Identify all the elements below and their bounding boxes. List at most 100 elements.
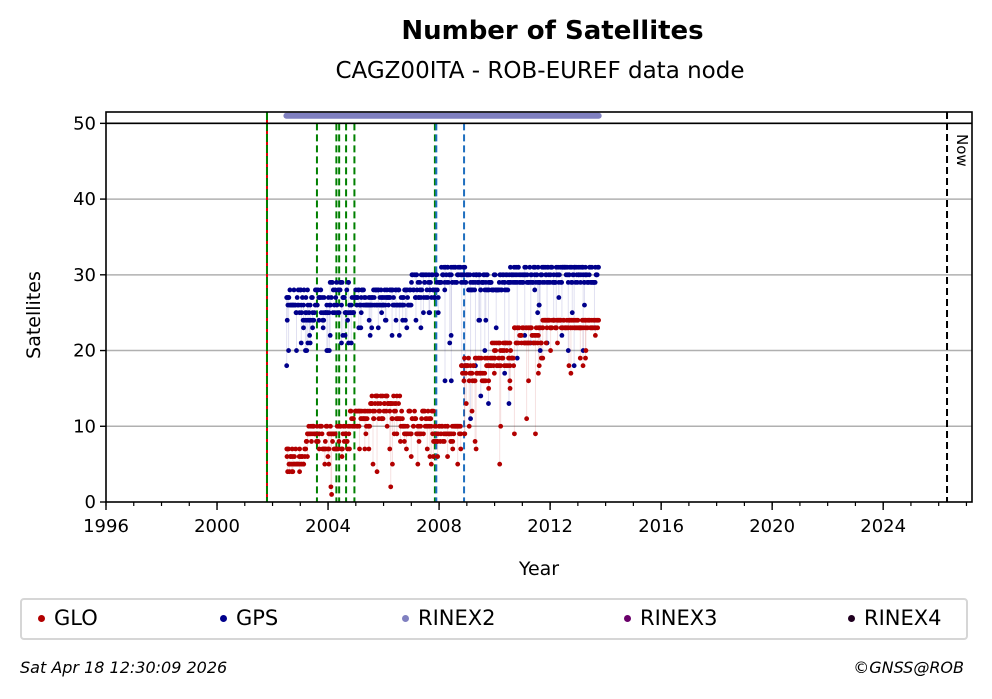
gps-point — [432, 295, 438, 300]
gps-point — [299, 310, 305, 316]
gps-point — [414, 272, 420, 278]
gps-point — [300, 295, 305, 300]
x-tick-label: 2000 — [194, 516, 240, 537]
x-tick-label: 1996 — [83, 516, 129, 537]
gps-point — [306, 310, 312, 316]
glo-point — [301, 461, 307, 467]
gps-point — [413, 317, 419, 323]
gps-point — [411, 287, 417, 293]
glo-point — [419, 416, 425, 422]
gps-point — [472, 287, 478, 293]
glo-point — [533, 431, 538, 437]
gps-point — [329, 279, 335, 285]
gps-point — [396, 287, 402, 293]
glo-point — [347, 446, 352, 452]
glo-point — [555, 340, 560, 346]
rinex2-marker-icon — [402, 614, 409, 622]
glo-point — [374, 469, 380, 475]
gps-point — [369, 325, 375, 331]
glo-point — [363, 431, 369, 437]
glo-point — [451, 431, 457, 437]
gps-point — [499, 287, 505, 293]
x-tick-label: 2004 — [305, 516, 351, 537]
gps-point — [477, 272, 483, 278]
glo-point — [577, 355, 583, 361]
glo-point — [428, 461, 434, 467]
legend-item-gps: GPS — [220, 606, 278, 630]
glo-point — [463, 401, 469, 406]
glo-point — [346, 431, 352, 437]
glo-point — [458, 423, 463, 429]
glo-point — [524, 416, 530, 422]
y-tick-label: 50 — [73, 113, 96, 134]
gps-point — [427, 310, 433, 316]
glo-point — [592, 332, 598, 338]
glo-point — [415, 461, 421, 467]
gps-point — [435, 310, 441, 316]
gps-point — [386, 302, 391, 308]
gps-point — [303, 295, 309, 300]
glo-point — [535, 370, 541, 376]
glo-point — [511, 363, 517, 369]
glo-point — [535, 332, 541, 338]
gps-point — [358, 325, 364, 331]
glo-point — [339, 454, 345, 459]
glo-point — [407, 408, 413, 414]
glo-point — [497, 461, 503, 467]
gps-point — [403, 317, 408, 323]
gps-point — [492, 272, 498, 278]
glo-point — [583, 355, 588, 361]
gps-point — [425, 295, 431, 300]
glo-point — [319, 423, 325, 429]
legend-label: RINEX3 — [640, 606, 718, 630]
glo-point — [462, 431, 468, 437]
x-tick-label: 2020 — [749, 516, 795, 537]
gps-point — [536, 302, 542, 308]
legend-label: RINEX4 — [864, 606, 942, 630]
gps-point — [468, 416, 473, 422]
gps-point — [448, 272, 454, 278]
gps-point — [393, 317, 399, 323]
gps-point — [520, 279, 526, 285]
gps-point — [383, 317, 389, 323]
glo-point — [411, 423, 416, 429]
glo-point — [351, 416, 356, 422]
gps-point — [326, 348, 332, 353]
glo-point — [377, 408, 383, 414]
glo-point — [322, 461, 328, 467]
x-tick-label: 2012 — [527, 516, 573, 537]
glo-point — [325, 454, 331, 459]
x-tick-label: 2008 — [416, 516, 462, 537]
glo-point — [583, 348, 589, 353]
gps-point — [358, 310, 364, 316]
glo-point — [384, 423, 390, 429]
rinex4-marker-icon — [848, 614, 855, 622]
glo-point — [428, 423, 434, 429]
gps-point — [379, 310, 385, 316]
gps-point — [527, 264, 533, 270]
gps-point — [371, 295, 377, 300]
gps-point — [375, 325, 381, 331]
glo-point — [536, 363, 542, 369]
glo-point — [390, 461, 395, 467]
x-axis-label: Year — [518, 558, 559, 580]
gps-point — [549, 264, 555, 270]
gps-point — [569, 310, 575, 316]
glo-point — [344, 439, 350, 444]
glo-point — [425, 408, 431, 414]
gps-point — [409, 279, 414, 285]
glo-point — [408, 454, 414, 459]
gps-point — [301, 302, 306, 308]
glo-point — [380, 416, 386, 422]
gps-point — [514, 355, 520, 361]
gps-point — [569, 279, 575, 285]
glo-point — [408, 431, 414, 437]
gps-point — [314, 302, 320, 308]
glo-point — [458, 431, 464, 437]
generated-timestamp: Sat Apr 18 12:30:09 2026 — [20, 658, 228, 677]
glo-point — [387, 446, 393, 452]
glo-point — [335, 446, 341, 452]
glo-point — [500, 355, 506, 361]
glo-point — [315, 439, 321, 444]
